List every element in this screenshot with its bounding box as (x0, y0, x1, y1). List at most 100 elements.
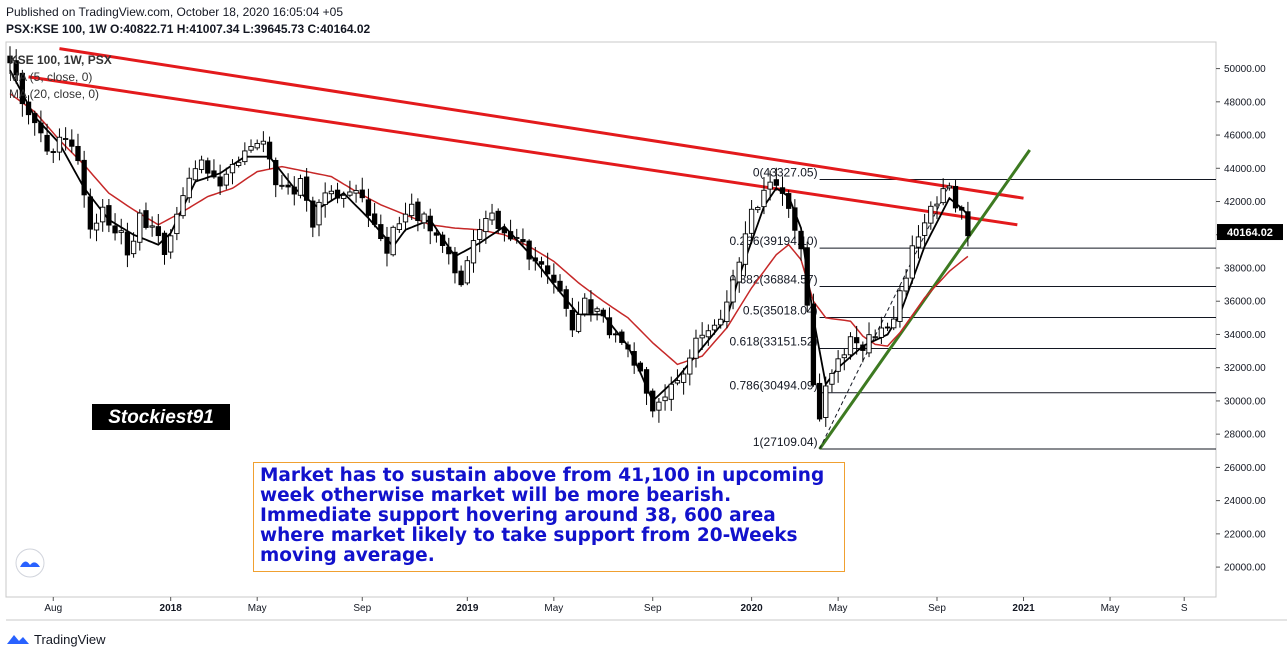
candle (897, 285, 903, 328)
candle (619, 329, 625, 345)
candle-body-down (32, 113, 38, 124)
candle (606, 307, 613, 339)
candle (38, 110, 44, 143)
trendline-resistance-upper (59, 47, 1024, 200)
y-tick-label: 42000.00 (1224, 197, 1266, 208)
candle-body-up (409, 203, 415, 217)
candle (186, 167, 192, 203)
candle-body-up (62, 138, 69, 140)
candle (891, 306, 897, 331)
candle (699, 322, 705, 350)
candle (161, 230, 168, 265)
candle (730, 269, 736, 310)
candle-body-up (198, 159, 205, 170)
x-tick-label: May (544, 603, 563, 614)
candle-body-up (353, 190, 359, 194)
candle-body-up (137, 212, 143, 243)
candle (520, 228, 526, 246)
fib-level-label: 0.382(36884.57) (730, 273, 818, 287)
candle-body-down (291, 186, 297, 195)
candle-body-down (612, 333, 619, 336)
candle-body-down (415, 201, 421, 221)
candle (396, 216, 402, 233)
candle (538, 256, 545, 278)
candle (637, 361, 644, 375)
candle-body-up (180, 195, 186, 217)
candle (402, 202, 409, 232)
candle-body-up (847, 336, 854, 356)
candle (878, 316, 885, 345)
candle (909, 235, 915, 284)
candle (13, 49, 19, 84)
candle-body-down (786, 193, 792, 209)
candle-body-down (371, 213, 378, 225)
candle (736, 257, 742, 293)
candle (823, 376, 829, 427)
candle-body-up (229, 163, 236, 174)
candle (93, 213, 100, 242)
candle (310, 196, 316, 238)
candle (816, 373, 823, 422)
candle (439, 231, 446, 253)
candle-body-up (823, 385, 829, 418)
x-tick-label: May (248, 603, 267, 614)
candle (718, 309, 724, 329)
candle-body-up (866, 334, 872, 354)
candle-body-down (50, 151, 56, 153)
candle (81, 150, 87, 208)
candle (143, 202, 149, 230)
candle-body-down (124, 231, 131, 256)
candle-body-up (279, 184, 285, 187)
candle (792, 199, 798, 240)
candle-body-down (310, 200, 316, 228)
candle-body-down (155, 226, 161, 237)
candle (106, 199, 112, 233)
candle (693, 329, 699, 368)
candle-body-up (897, 290, 903, 322)
published-info: Published on TradingView.com, October 18… (6, 5, 344, 19)
candle-body-up (841, 354, 847, 359)
x-tick-label: Sep (353, 603, 371, 614)
watermark-text: Stockiest91 (108, 407, 214, 428)
candle (841, 348, 847, 371)
candle (112, 213, 118, 241)
candle-body-up (909, 245, 915, 279)
candle-body-up (711, 324, 718, 331)
candle (631, 342, 637, 374)
candle-body-down (69, 139, 75, 147)
candle (56, 128, 63, 161)
candle-body-down (965, 211, 971, 237)
y-tick-label: 32000.00 (1224, 363, 1266, 374)
moving-averages (9, 69, 969, 403)
candle-body-down (38, 122, 44, 134)
x-tick-label: 2019 (456, 603, 479, 614)
footer-brand: TradingView (34, 631, 106, 647)
candle-body-down (625, 344, 631, 350)
candle (464, 256, 470, 286)
trendline-fib-guide (819, 184, 950, 450)
candle-body-down (217, 176, 223, 187)
candle-body-up (656, 401, 662, 411)
candle-body-down (211, 170, 217, 178)
candle (266, 136, 273, 169)
candle-body-down (619, 331, 625, 343)
candle (384, 226, 390, 267)
candle (965, 201, 971, 247)
candle-body-down (44, 134, 50, 152)
ma5-line (9, 69, 969, 403)
candle-body-down (569, 309, 576, 331)
candle (291, 176, 297, 206)
y-tick-label: 22000.00 (1224, 529, 1266, 540)
candle-body-up (891, 318, 897, 329)
annotation-box[interactable]: Market has to sustain above from 41,100 … (253, 462, 845, 572)
legend-ma5: MA (5, close, 0) (9, 70, 92, 84)
candle-body-down (433, 232, 440, 236)
candle (773, 167, 779, 191)
candle (359, 177, 365, 203)
candle-body-up (705, 330, 711, 338)
legend-symbol: KSE 100, 1W, PSX (9, 53, 112, 67)
candle (409, 193, 415, 220)
candle (130, 232, 137, 258)
candle (903, 269, 909, 299)
